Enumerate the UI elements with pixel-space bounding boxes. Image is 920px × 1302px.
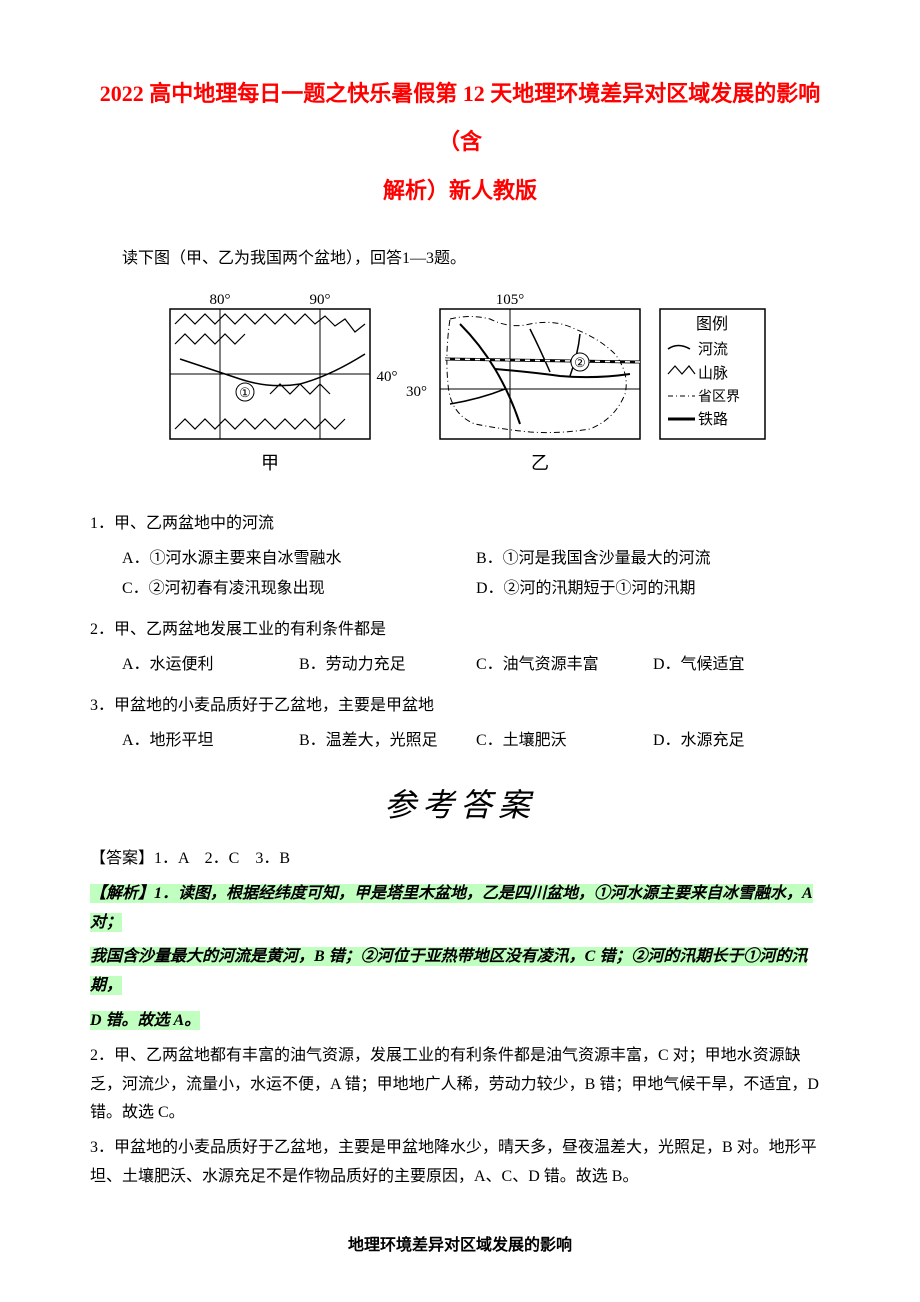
map-yi: 105° 30° ② 乙 bbox=[406, 292, 640, 473]
option: D．气候适宜 bbox=[653, 651, 830, 680]
map2-marker: ② bbox=[574, 355, 586, 370]
title-line-2: 解析）新人教版 bbox=[383, 178, 537, 203]
question-1: 1．甲、乙两盆地中的河流 A．①河水源主要来自冰雪融水B．①河是我国含沙量最大的河… bbox=[90, 510, 830, 606]
analysis-2: 2．甲、乙两盆地都有丰富的油气资源，发展工业的有利条件都是油气资源丰富，C 对；… bbox=[90, 1042, 830, 1128]
legend-railway: 铁路 bbox=[698, 411, 728, 428]
analysis-1c: D 错。故选 A。 bbox=[90, 1007, 830, 1036]
map-jia: 80° 90° 40° ① 甲 bbox=[170, 292, 398, 473]
map1-label: 甲 bbox=[261, 453, 279, 473]
map2-lat: 30° bbox=[406, 384, 427, 400]
maps-svg: 80° 90° 40° ① 甲 105° 30° bbox=[150, 284, 770, 484]
answer-header: 参考答案 bbox=[90, 777, 830, 835]
legend-mountain: 山脉 bbox=[698, 365, 728, 382]
legend-boundary: 省区界 bbox=[698, 389, 740, 405]
question-stem: 2．甲、乙两盆地发展工业的有利条件都是 bbox=[90, 616, 830, 645]
option: D．水源充足 bbox=[653, 727, 830, 756]
option: B．温差大，光照足 bbox=[299, 727, 476, 756]
option: A．水运便利 bbox=[122, 651, 299, 680]
legend-title: 图例 bbox=[696, 315, 728, 333]
main-title: 2022 高中地理每日一题之快乐暑假第 12 天地理环境差异对区域发展的影响（含… bbox=[90, 70, 830, 215]
title-line-1: 2022 高中地理每日一题之快乐暑假第 12 天地理环境差异对区域发展的影响（含 bbox=[100, 81, 821, 154]
option: C．②河初春有凌汛现象出现 bbox=[122, 575, 476, 604]
map2-label: 乙 bbox=[531, 453, 549, 473]
legend-river: 河流 bbox=[698, 341, 728, 358]
option: B．劳动力充足 bbox=[299, 651, 476, 680]
question-stem: 3．甲盆地的小麦品质好于乙盆地，主要是甲盆地 bbox=[90, 692, 830, 721]
analysis-1b: 我国含沙量最大的河流是黄河，B 错；②河位于亚热带地区没有凌汛，C 错；②河的汛… bbox=[90, 943, 830, 1001]
map2-lon: 105° bbox=[496, 292, 525, 308]
analysis-3: 3．甲盆地的小麦品质好于乙盆地，主要是甲盆地降水少，晴天多，昼夜温差大，光照足，… bbox=[90, 1134, 830, 1192]
map1-lon1: 80° bbox=[210, 292, 231, 308]
option: C．土壤肥沃 bbox=[476, 727, 653, 756]
map1-lon2: 90° bbox=[310, 292, 331, 308]
intro-text: 读下图（甲、乙为我国两个盆地），回答1—3题。 bbox=[90, 245, 830, 274]
map1-lat: 40° bbox=[377, 369, 398, 385]
options: A．水运便利B．劳动力充足C．油气资源丰富D．气候适宜 bbox=[90, 651, 830, 682]
questions-container: 1．甲、乙两盆地中的河流 A．①河水源主要来自冰雪融水B．①河是我国含沙量最大的河… bbox=[90, 510, 830, 758]
option: B．①河是我国含沙量最大的河流 bbox=[476, 545, 830, 574]
option: A．地形平坦 bbox=[122, 727, 299, 756]
analysis-1a: 【解析】1．读图，根据经纬度可知，甲是塔里木盆地，乙是四川盆地，①河水源主要来自… bbox=[90, 880, 830, 938]
option: C．油气资源丰富 bbox=[476, 651, 653, 680]
map1-marker: ① bbox=[239, 385, 251, 400]
question-2: 2．甲、乙两盆地发展工业的有利条件都是 A．水运便利B．劳动力充足C．油气资源丰富… bbox=[90, 616, 830, 682]
option: D．②河的汛期短于①河的汛期 bbox=[476, 575, 830, 604]
options: A．①河水源主要来自冰雪融水B．①河是我国含沙量最大的河流C．②河初春有凌汛现象… bbox=[90, 545, 830, 607]
bottom-heading: 地理环境差异对区域发展的影响 bbox=[90, 1232, 830, 1261]
options: A．地形平坦B．温差大，光照足C．土壤肥沃D．水源充足 bbox=[90, 727, 830, 758]
map-figure: 80° 90° 40° ① 甲 105° 30° bbox=[90, 284, 830, 495]
question-3: 3．甲盆地的小麦品质好于乙盆地，主要是甲盆地 A．地形平坦B．温差大，光照足C．土… bbox=[90, 692, 830, 758]
legend: 图例 河流 山脉 省区界 铁路 bbox=[660, 309, 765, 439]
option: A．①河水源主要来自冰雪融水 bbox=[122, 545, 476, 574]
answer-key: 【答案】1．A 2．C 3．B bbox=[90, 845, 830, 874]
answer-header-text: 参考答案 bbox=[384, 777, 536, 835]
question-stem: 1．甲、乙两盆地中的河流 bbox=[90, 510, 830, 539]
